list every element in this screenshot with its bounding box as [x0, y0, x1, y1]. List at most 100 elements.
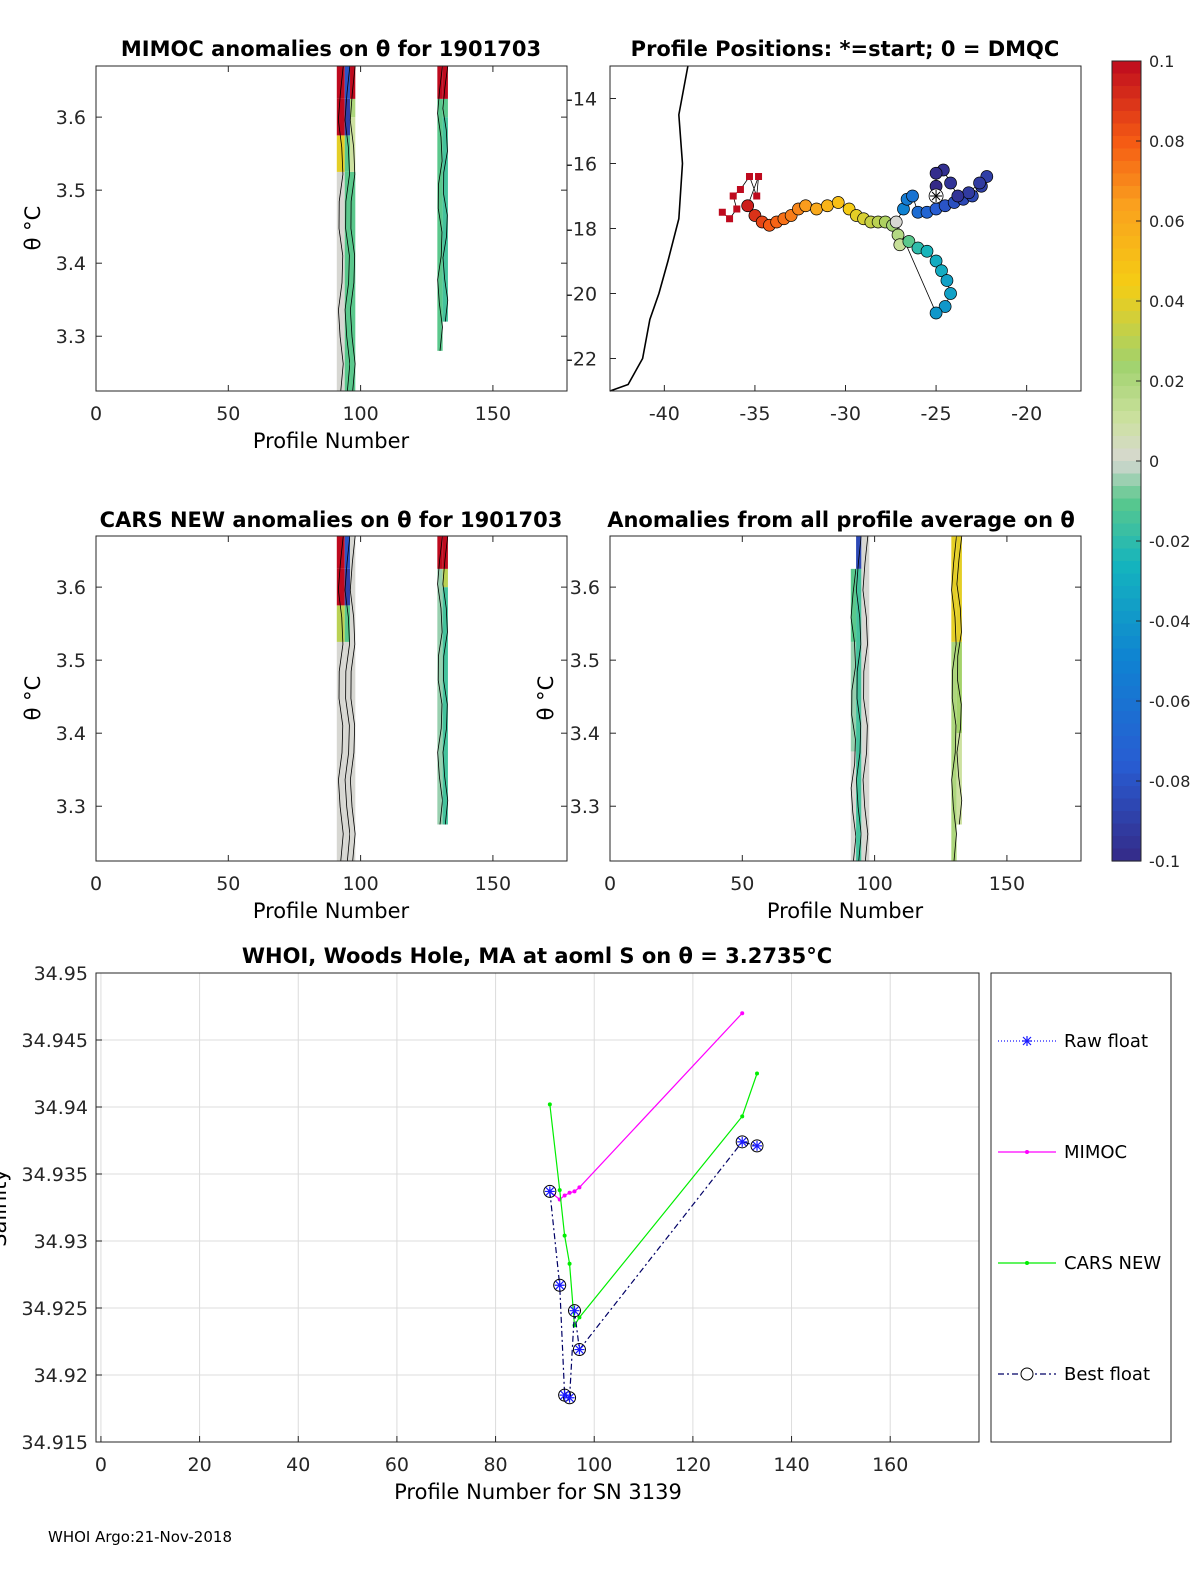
colorbar-segment — [1112, 73, 1141, 87]
best-float-point — [735, 1135, 749, 1149]
profile-position-square — [736, 186, 744, 193]
cars-point — [577, 1315, 582, 1320]
profile-position-circle — [951, 189, 965, 203]
map-title: Profile Positions: *=start; 0 = DMQC — [631, 37, 1060, 61]
avg-title: Anomalies from all profile average on θ — [607, 508, 1075, 532]
cars-xlabel: Profile Number — [253, 899, 410, 923]
colorbar-segment — [1112, 686, 1141, 700]
y-tick-label: 3.4 — [56, 723, 86, 745]
raw-float-point — [544, 1186, 555, 1197]
y-tick-label: 3.6 — [56, 107, 86, 129]
x-tick-label: 50 — [730, 873, 754, 895]
profile-contour — [344, 535, 351, 862]
anomaly-cell — [344, 568, 351, 606]
anomaly-cell — [442, 117, 448, 322]
anomaly-cell — [442, 98, 448, 118]
profile-position-circle — [962, 186, 976, 200]
colorbar-tick-label: -0.08 — [1149, 772, 1190, 791]
profile-positions-panel: Profile Positions: *=start; 0 = DMQC -40… — [566, 37, 1082, 425]
axes-box — [609, 535, 1082, 862]
profile-contour — [437, 65, 443, 351]
cars-title: CARS NEW anomalies on θ for 1901703 — [100, 508, 563, 532]
y-tick-label: 34.93 — [34, 1231, 88, 1253]
coastline — [609, 65, 689, 392]
colorbar-segment — [1112, 698, 1141, 712]
anomaly-cell — [350, 536, 356, 861]
y-tick-label: 3.4 — [570, 723, 600, 745]
x-tick-label: -35 — [739, 403, 770, 425]
profile-position-circle — [929, 254, 943, 268]
colorbar-segment — [1112, 648, 1141, 662]
colorbar-segment — [1112, 661, 1141, 675]
salinity-ylabel: Salinity — [0, 1169, 11, 1247]
colorbar-segment — [1112, 848, 1141, 862]
colorbar-tick-label: 0.04 — [1149, 292, 1185, 311]
profile-contour — [337, 65, 344, 392]
anomaly-cell — [442, 536, 448, 569]
colorbar-tick-label: 0.06 — [1149, 212, 1185, 231]
x-tick-label: 100 — [856, 873, 892, 895]
anomaly-cell — [350, 98, 356, 118]
raw-float-point — [752, 1140, 763, 1151]
colorbar-segment — [1112, 723, 1141, 737]
colorbar-segment — [1112, 98, 1141, 112]
colorbar-segment — [1112, 773, 1141, 787]
colorbar-tick-label: -0.1 — [1149, 852, 1180, 871]
colorbar-segment — [1112, 336, 1141, 350]
x-tick-label: -30 — [830, 403, 861, 425]
y-tick-label: 34.94 — [34, 1097, 88, 1119]
profile-position-circle — [929, 166, 943, 180]
colorbar-segment — [1112, 111, 1141, 125]
avg-xlabel: Profile Number — [767, 899, 924, 923]
cars-anomaly-panel: CARS NEW anomalies on θ for 1901703 Prof… — [21, 508, 568, 923]
cars-point — [740, 1114, 745, 1119]
anomaly-cell — [442, 568, 448, 588]
y-tick-label: 3.5 — [570, 650, 600, 672]
x-tick-label: 0 — [604, 873, 616, 895]
colorbar-segment — [1112, 248, 1141, 262]
anomaly-cell — [350, 66, 356, 99]
profile-position-square — [729, 192, 737, 200]
profile-position-circle — [944, 176, 957, 190]
x-tick-label: 50 — [216, 403, 240, 425]
y-tick-label: 3.3 — [56, 796, 86, 818]
colorbar-segment — [1112, 86, 1141, 100]
profile-contour — [442, 535, 449, 825]
y-tick-label: 3.5 — [56, 650, 86, 672]
y-tick-label: 34.945 — [22, 1030, 88, 1052]
profile-position-circle — [973, 176, 986, 190]
anomaly-cell — [861, 536, 870, 861]
colorbar-segment — [1112, 561, 1141, 575]
salinity-legend: Raw float MIMOC CARS NEW Best float — [990, 972, 1172, 1443]
colorbar-segment — [1112, 486, 1141, 500]
colorbar-segment — [1112, 348, 1141, 362]
colorbar-segment — [1112, 761, 1141, 775]
y-tick-label: -20 — [566, 284, 597, 306]
colorbar-segment — [1112, 286, 1141, 300]
colorbar-segment — [1112, 611, 1141, 625]
x-tick-label: 40 — [286, 1454, 310, 1476]
legend-label: Best float — [1064, 1364, 1150, 1385]
profile-position-circle — [920, 244, 934, 258]
mimoc-xlabel: Profile Number — [253, 429, 410, 453]
colorbar-tick-label: -0.06 — [1149, 692, 1190, 711]
anomaly-cell — [344, 98, 351, 136]
colorbar-segment — [1112, 448, 1141, 462]
colorbar-segment — [1112, 398, 1141, 412]
plot-area — [610, 536, 1081, 861]
profile-position-circle — [944, 287, 957, 300]
colorbar-segment — [1112, 161, 1141, 175]
colorbar-segment — [1112, 548, 1141, 562]
legend-marker — [1022, 1036, 1032, 1046]
x-tick-label: 60 — [385, 1454, 409, 1476]
x-tick-label: -20 — [1011, 403, 1042, 425]
cars-point — [755, 1071, 760, 1076]
avg-ylabel: θ °C — [534, 676, 558, 721]
colorbar-segment — [1112, 136, 1141, 150]
colorbar-tick-label: 0.1 — [1149, 52, 1174, 71]
profile-position-circle — [810, 202, 823, 216]
colorbar-segment — [1112, 461, 1141, 475]
legend-label: CARS NEW — [1064, 1253, 1161, 1274]
x-tick-label: 0 — [95, 1454, 107, 1476]
colorbar: 0.1 0.08 0.06 0.04 0.02 0 -0.02 -0.04 -0.06 -0.08… — [1111, 52, 1190, 871]
